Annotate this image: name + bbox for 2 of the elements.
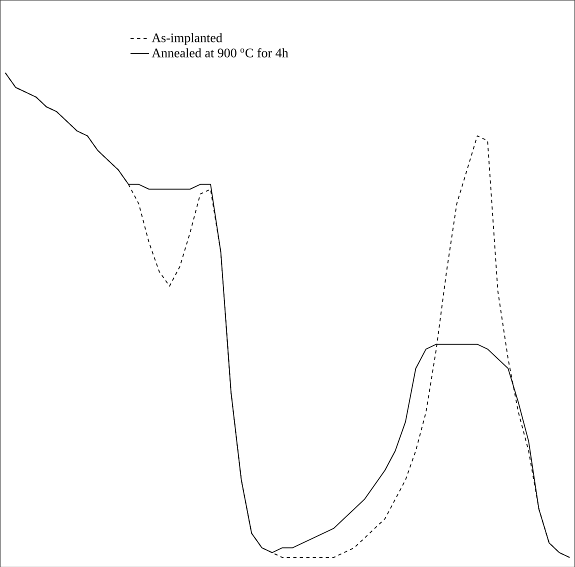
legend-label: Annealed at 900 $^{o}$C for 4h — [152, 48, 288, 58]
legend-label: As-implanted — [152, 32, 222, 45]
